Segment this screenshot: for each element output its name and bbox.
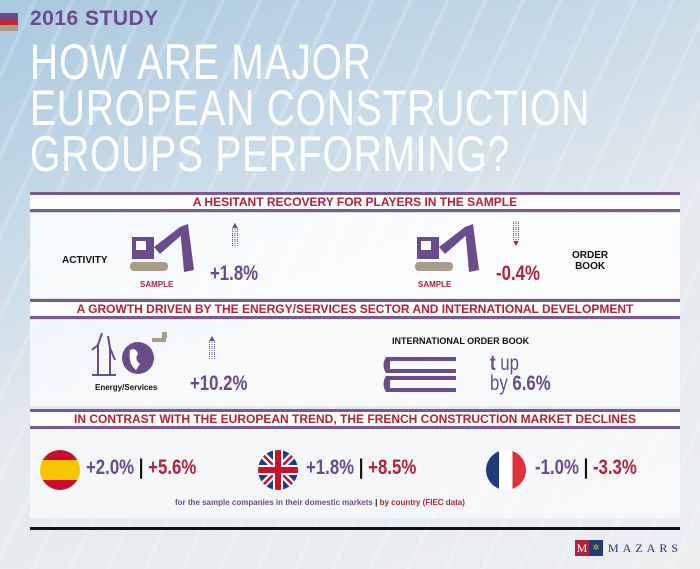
spain-flag-icon xyxy=(40,450,80,490)
international-pct: 6.6% xyxy=(512,372,551,395)
excavator-icon xyxy=(130,224,194,272)
section1-heading: A HESITANT RECOVERY FOR PLAYERS IN THE S… xyxy=(30,192,680,212)
footnote-separator: | xyxy=(375,498,378,507)
up-arrow-icon: t xyxy=(490,352,496,375)
flag-stripe-red xyxy=(0,19,18,25)
activity-sample-label: SAMPLE xyxy=(140,280,174,289)
section3-heading: IN CONTRAST WITH THE EUROPEAN TREND, THE… xyxy=(30,409,680,429)
footer-divider xyxy=(30,527,680,530)
uk-sample-value: +1.8% xyxy=(306,456,355,479)
up-text: up xyxy=(500,352,519,375)
flag-stripe-purple xyxy=(0,13,18,19)
uk-country-value: +8.5% xyxy=(368,456,417,479)
spain-sample-value: +2.0% xyxy=(86,456,135,479)
activity-value: +1.8% xyxy=(210,262,259,285)
books-icon xyxy=(383,357,456,392)
by-text: by xyxy=(490,372,508,395)
france-sample-value: -1.0% xyxy=(535,456,579,479)
section3-panel xyxy=(30,430,680,518)
section2-heading: A GROWTH DRIVEN BY THE ENERGY/SERVICES S… xyxy=(30,299,680,319)
logo-stars-icon: ✲ xyxy=(589,540,603,556)
order-label-2: BOOK xyxy=(575,261,606,272)
international-value: by 6.6% xyxy=(490,372,551,396)
france-flag-icon xyxy=(486,450,526,490)
logo-name: MAZARS xyxy=(608,540,683,555)
france-values: -1.0% | -3.3% xyxy=(535,456,637,480)
mazars-logo: M ✲ MAZARS xyxy=(575,540,682,556)
separator: | xyxy=(138,456,144,479)
order-book-label: ORDER BOOK xyxy=(572,250,608,272)
dotted-arrow-up-icon: ▲ ⁞⁞⁞ ⁞⁞⁞ ⁞⁞⁞ xyxy=(230,220,240,248)
order-book-value: -0.4% xyxy=(496,262,540,285)
study-label: 2016 STUDY xyxy=(30,7,159,30)
title-line-2: EUROPEAN CONSTRUCTION xyxy=(30,80,591,136)
international-up: t up xyxy=(490,352,519,376)
flag-stripe-beige xyxy=(0,25,18,31)
excavator-icon xyxy=(415,224,479,272)
order-label-1: ORDER xyxy=(572,250,609,261)
energy-label: Energy/Services xyxy=(95,383,158,392)
separator: | xyxy=(583,456,589,479)
footnote-sample: for the sample companies in their domest… xyxy=(175,498,373,507)
wind-globe-icon xyxy=(91,332,167,376)
dotted-arrow-up-icon: ▲ ⁞⁞⁞ ⁞⁞⁞ ⁞⁞⁞ xyxy=(207,333,217,361)
energy-value: +10.2% xyxy=(190,372,248,395)
title-line-3: GROUPS PERFORMING? xyxy=(30,126,510,182)
dotted-arrow-down-icon: ⁞⁞⁞ ⁞⁞⁞ ⁞⁞⁞ ▼ xyxy=(511,220,521,248)
international-label: INTERNATIONAL ORDER BOOK xyxy=(392,336,530,346)
title-line-1: HOW ARE MAJOR xyxy=(30,34,372,90)
spain-country-value: +5.6% xyxy=(148,456,197,479)
uk-values: +1.8% | +8.5% xyxy=(306,456,416,480)
separator: | xyxy=(358,456,364,479)
uk-flag-icon xyxy=(258,450,298,490)
order-sample-label: SAMPLE xyxy=(418,280,452,289)
spain-values: +2.0% | +5.6% xyxy=(86,456,196,480)
footnote: for the sample companies in their domest… xyxy=(175,498,465,507)
activity-label: ACTIVITY xyxy=(62,255,108,266)
footnote-country: by country (FIEC data) xyxy=(379,498,465,507)
france-country-value: -3.3% xyxy=(592,456,637,479)
logo-m: M xyxy=(575,540,589,556)
